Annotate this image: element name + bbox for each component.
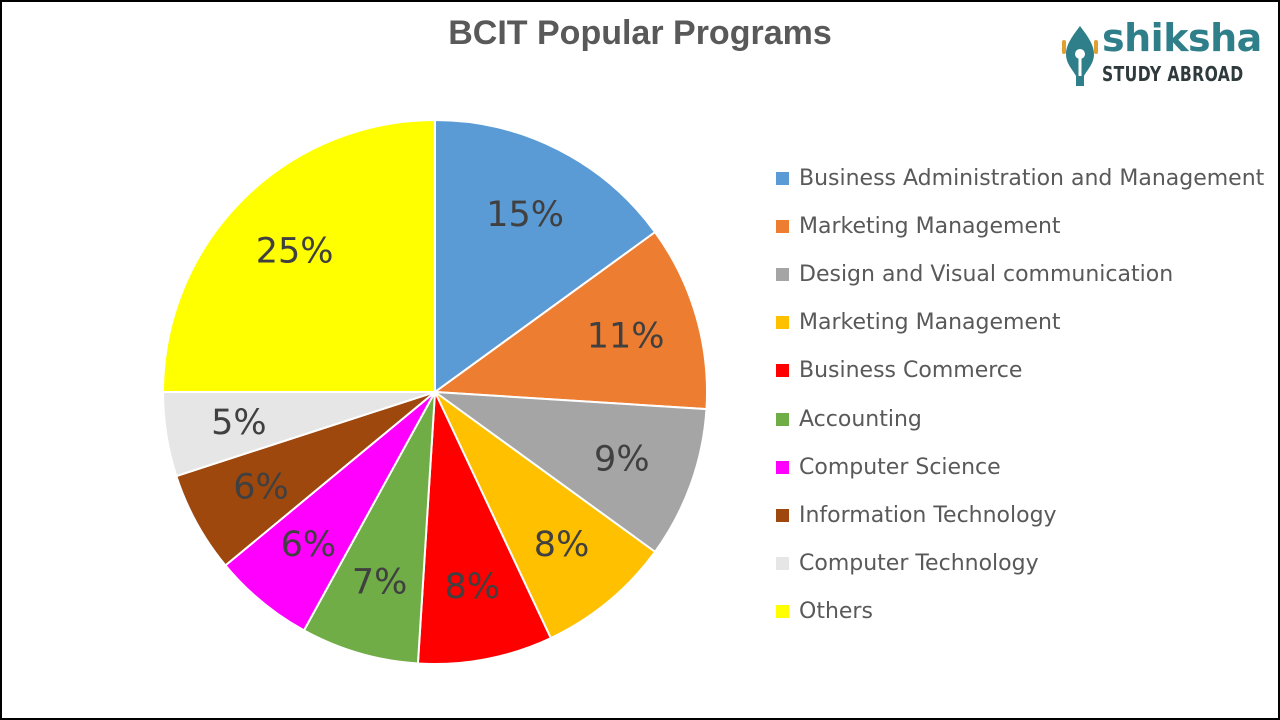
legend-swatch — [776, 219, 789, 233]
slice-data-label-5: 8% — [444, 567, 500, 607]
legend-swatch — [776, 557, 789, 571]
legend-swatch — [776, 508, 789, 522]
legend-swatch — [776, 412, 789, 426]
shiksha-logo: shiksha STUDY ABROAD — [1058, 16, 1268, 92]
slice-data-label-2: 11% — [587, 317, 665, 357]
pie-slice-6 — [302, 391, 436, 665]
logo-tagline: STUDY ABROAD — [1102, 62, 1244, 86]
legend: Business Administration and Management Ma… — [776, 154, 1276, 636]
legend-item-7: Computer Science — [776, 443, 1276, 491]
legend-label: Accounting — [799, 406, 922, 432]
slice-data-label-7: 6% — [281, 525, 337, 565]
legend-label: Business Administration and Management — [799, 165, 1265, 191]
pie-slice-3 — [431, 390, 708, 554]
legend-label: Computer Science — [799, 454, 1001, 480]
legend-swatch — [776, 460, 789, 474]
legend-swatch — [776, 605, 789, 619]
legend-label: Information Technology — [799, 502, 1057, 528]
slice-data-label-1: 15% — [486, 195, 564, 235]
legend-item-10: Others — [776, 588, 1276, 636]
legend-label: Others — [799, 599, 873, 625]
pie-slice-5 — [416, 391, 553, 665]
legend-label: Business Commerce — [799, 358, 1023, 384]
pie-slice-10 — [161, 118, 436, 393]
legend-item-6: Accounting — [776, 395, 1276, 443]
legend-swatch — [776, 316, 789, 330]
pie-slice-1 — [434, 118, 657, 394]
legend-item-1: Business Administration and Management — [776, 154, 1276, 202]
legend-item-4: Marketing Management — [776, 299, 1276, 347]
legend-label: Marketing Management — [799, 310, 1061, 336]
legend-item-2: Marketing Management — [776, 202, 1276, 250]
legend-item-3: Design and Visual communication — [776, 250, 1276, 298]
legend-item-8: Information Technology — [776, 491, 1276, 539]
slice-data-label-4: 8% — [534, 525, 590, 565]
legend-item-9: Computer Technology — [776, 540, 1276, 588]
legend-label: Design and Visual communication — [799, 261, 1174, 287]
legend-swatch — [776, 364, 789, 378]
legend-label: Marketing Management — [799, 213, 1061, 239]
legend-label: Computer Technology — [799, 551, 1039, 577]
slice-data-label-8: 6% — [233, 468, 289, 508]
pie-slice-2 — [432, 230, 708, 411]
chart-title: BCIT Popular Programs — [448, 14, 832, 52]
legend-swatch — [776, 171, 789, 185]
slice-data-label-10: 25% — [256, 232, 334, 272]
pen-nib-icon — [1062, 26, 1098, 86]
pie-slice-4 — [434, 391, 657, 640]
slice-data-label-9: 5% — [211, 403, 267, 443]
legend-swatch — [776, 267, 789, 281]
logo-wordmark: shiksha — [1102, 16, 1262, 60]
slice-data-label-6: 7% — [352, 563, 408, 603]
slice-data-label-3: 9% — [594, 439, 650, 479]
legend-item-5: Business Commerce — [776, 347, 1276, 395]
